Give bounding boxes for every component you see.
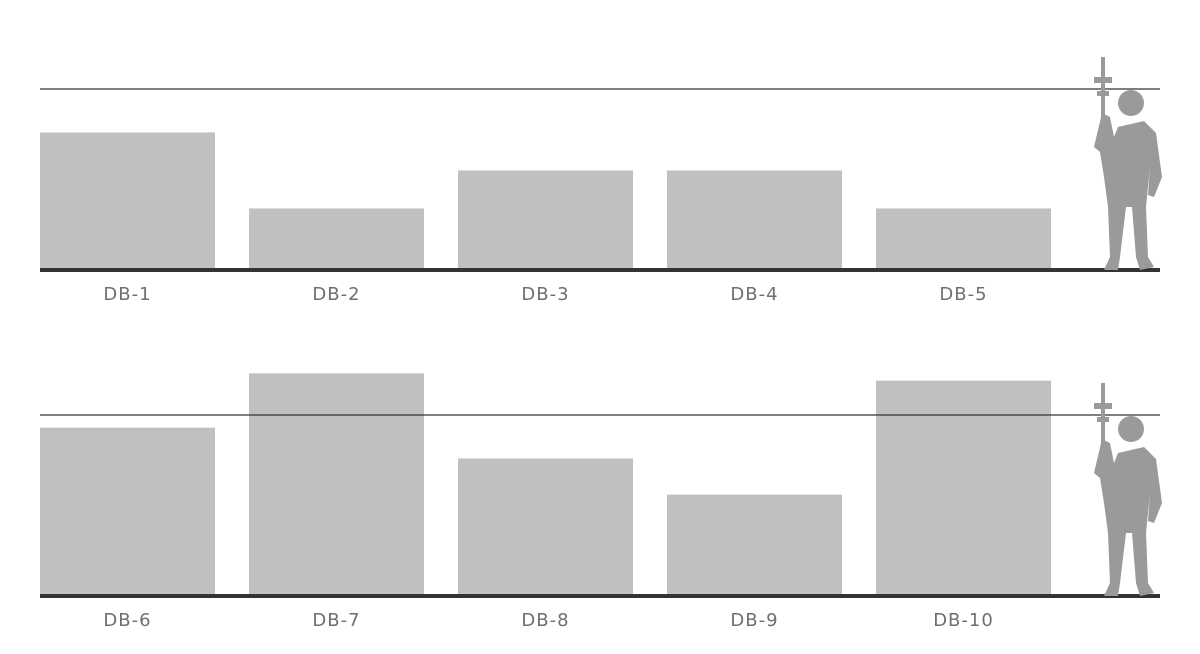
bar xyxy=(40,427,215,596)
bar xyxy=(667,494,842,596)
bar xyxy=(667,170,842,270)
x-tick-label: DB-1 xyxy=(103,284,151,305)
x-tick-label: DB-9 xyxy=(730,610,778,631)
x-tick-label: DB-5 xyxy=(939,284,987,305)
bar xyxy=(876,208,1051,270)
x-tick-label: DB-4 xyxy=(730,284,778,305)
bar xyxy=(458,458,633,596)
bar xyxy=(249,208,424,270)
x-tick-label: DB-10 xyxy=(933,610,994,631)
x-tick-label: DB-2 xyxy=(312,284,360,305)
bar xyxy=(40,132,215,270)
bar xyxy=(249,373,424,596)
x-tick-label: DB-7 xyxy=(312,610,360,631)
x-tick-label: DB-3 xyxy=(521,284,569,305)
bar xyxy=(458,170,633,270)
bar xyxy=(876,380,1051,596)
x-tick-label: DB-6 xyxy=(103,610,151,631)
x-tick-label: DB-8 xyxy=(521,610,569,631)
